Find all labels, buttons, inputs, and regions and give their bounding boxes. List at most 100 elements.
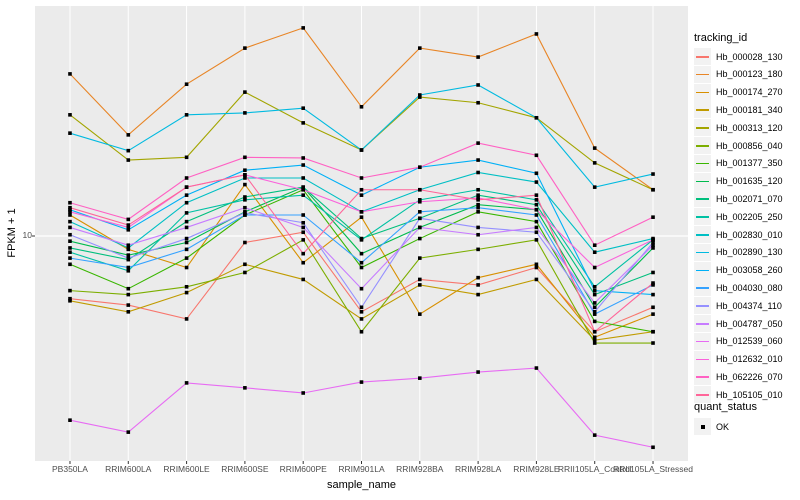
legend-line-swatch-icon xyxy=(696,127,709,129)
legend-item-label: Hb_012539_060 xyxy=(716,336,783,347)
data-point xyxy=(126,256,131,260)
data-point xyxy=(184,113,189,117)
data-point xyxy=(418,199,422,204)
legend-item-label: Hb_004787_050 xyxy=(716,318,783,329)
data-point xyxy=(184,290,189,295)
data-point xyxy=(418,210,422,214)
data-point xyxy=(301,238,305,242)
data-point xyxy=(359,260,364,265)
quant-ok-key xyxy=(694,418,711,435)
legend-item: Hb_012539_060 xyxy=(694,332,783,350)
data-point xyxy=(418,46,422,50)
data-point xyxy=(476,225,480,230)
data-point xyxy=(301,213,305,217)
legend-key xyxy=(694,279,711,297)
legend-item: Hb_004787_050 xyxy=(694,315,783,332)
data-point xyxy=(534,193,539,197)
data-point xyxy=(651,292,655,297)
data-point xyxy=(126,265,131,270)
legend-item-label: Hb_000856_040 xyxy=(716,140,783,151)
legend-line-swatch-icon xyxy=(696,251,709,254)
data-point xyxy=(184,247,189,252)
legend-item: Hb_002830_010 xyxy=(694,226,783,243)
data-point xyxy=(651,270,655,275)
data-point xyxy=(534,265,539,270)
data-point xyxy=(592,305,597,310)
data-point xyxy=(592,312,597,316)
data-point xyxy=(184,155,189,160)
data-point xyxy=(68,219,72,224)
data-point xyxy=(534,171,539,176)
x-tick-label: RRIM928LA xyxy=(454,464,502,474)
data-point xyxy=(592,265,597,270)
x-tick-label: RRIM600PE xyxy=(279,464,327,474)
data-point xyxy=(592,292,597,297)
data-point xyxy=(68,72,72,76)
data-point xyxy=(476,170,480,175)
data-point xyxy=(651,341,655,345)
legend-item: Hb_001635_120 xyxy=(694,172,783,190)
data-point xyxy=(476,100,480,105)
legend-item-label: Hb_000028_130 xyxy=(716,51,783,62)
data-point xyxy=(68,232,72,237)
legend-key xyxy=(694,154,711,172)
data-point xyxy=(476,55,480,59)
data-point xyxy=(243,205,247,210)
data-point xyxy=(301,260,305,265)
data-point xyxy=(301,187,305,192)
data-point xyxy=(418,165,422,170)
data-point xyxy=(68,250,72,255)
legend-key xyxy=(694,368,711,386)
data-point xyxy=(243,213,247,217)
data-point xyxy=(184,219,189,224)
data-point xyxy=(68,256,72,260)
data-point xyxy=(243,46,247,50)
legend-item: Hb_002205_250 xyxy=(694,208,783,226)
data-point xyxy=(418,198,422,202)
legend-key xyxy=(694,65,711,83)
x-tick-label: PB350LA xyxy=(52,464,88,474)
legend-item-label: Hb_000123_180 xyxy=(716,69,783,80)
data-point xyxy=(592,329,597,334)
legend-line-swatch-icon xyxy=(696,145,709,147)
legend-key xyxy=(694,137,711,154)
data-point xyxy=(359,251,364,256)
legend-item-label: Hb_012632_010 xyxy=(716,354,783,365)
data-point xyxy=(184,256,189,260)
data-point xyxy=(301,277,305,282)
data-point xyxy=(243,198,247,202)
data-point xyxy=(301,193,305,197)
data-point xyxy=(301,121,305,125)
y-tick-label: 10 xyxy=(22,230,32,240)
data-point xyxy=(68,246,72,250)
legend-line-swatch-icon xyxy=(696,91,709,94)
x-tick-label: RRIM901LA xyxy=(338,464,385,474)
data-point xyxy=(184,185,189,189)
legend-item: Hb_000856_040 xyxy=(694,137,783,154)
data-point xyxy=(126,286,131,291)
data-point xyxy=(534,180,539,184)
data-point xyxy=(592,433,597,437)
data-point xyxy=(126,133,131,137)
data-point xyxy=(476,158,480,162)
data-point xyxy=(68,210,72,214)
data-point xyxy=(126,225,131,230)
data-point xyxy=(359,305,364,310)
data-point xyxy=(418,312,422,316)
data-point xyxy=(418,376,422,380)
legend-quant-status-title: quant_status xyxy=(694,401,757,413)
data-point xyxy=(243,262,247,267)
data-point xyxy=(592,341,597,345)
legend-item: Hb_002890_130 xyxy=(694,243,783,261)
legend-item-label: Hb_000181_340 xyxy=(716,104,783,115)
data-point xyxy=(301,106,305,110)
legend-item-label: Hb_000313_120 xyxy=(716,122,783,133)
data-point xyxy=(418,283,422,287)
x-tick-label: RRIM600LE xyxy=(163,464,210,474)
legend-line-swatch-icon xyxy=(696,340,709,343)
data-point xyxy=(301,391,305,395)
data-point xyxy=(301,225,305,230)
legend-item: Hb_002071_070 xyxy=(694,190,783,208)
legend-item-label: OK xyxy=(716,421,730,432)
